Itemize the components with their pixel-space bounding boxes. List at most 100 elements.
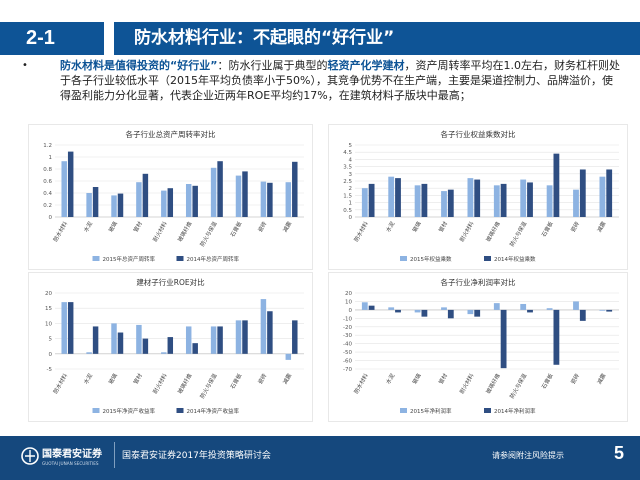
x-tick-label: 水泥 <box>82 220 95 234</box>
bar-2015 <box>573 189 579 217</box>
bar-2015 <box>210 326 217 354</box>
bar-2014 <box>117 332 124 354</box>
bar-2015 <box>185 184 192 217</box>
y-tick-label: 1.5 <box>343 193 352 199</box>
x-tick-label: 玻璃 <box>107 372 120 386</box>
x-tick-label: 玻璃 <box>410 372 423 386</box>
chart-net-margin: 各子行业净利润率对比 -70 -60 -50 -40 -30 -20 -10 0 10 20 防水材料… <box>328 272 628 422</box>
bar-2014 <box>527 182 533 217</box>
y-tick-label: 10 <box>45 321 52 327</box>
y-tick-label: 1 <box>349 201 353 207</box>
y-tick-label: 0 <box>349 215 353 221</box>
legend-label: 2014年权益乘数 <box>494 255 536 263</box>
x-tick-label: 防火与保温 <box>198 372 219 400</box>
x-tick-label: 耐火材料 <box>151 372 169 395</box>
bar-2014 <box>395 309 401 313</box>
legend-swatch <box>400 408 407 413</box>
legend-swatch <box>484 256 491 261</box>
x-tick-label: 瓷砖 <box>256 372 269 386</box>
legend-swatch <box>484 408 491 413</box>
bar-2014 <box>242 320 248 354</box>
body-text-1: ：防水行业属于典型的 <box>217 59 328 72</box>
y-tick-label: 2.5 <box>343 179 352 185</box>
footer-divider <box>114 442 115 468</box>
highlight-phrase: 轻资产化学建材 <box>327 59 405 72</box>
bar-2015 <box>235 320 242 354</box>
y-tick-label: 20 <box>45 291 52 297</box>
bar-2014 <box>579 309 586 321</box>
bar-2015 <box>111 323 117 354</box>
y-tick-label: -10 <box>343 316 352 322</box>
bar-2014 <box>421 183 428 217</box>
bar-2015 <box>210 167 217 217</box>
bar-2014 <box>217 326 223 354</box>
chart-title: 各子行业净利润率对比 <box>441 277 516 287</box>
bar-2015 <box>161 352 167 354</box>
bar-2015 <box>136 324 142 354</box>
bar-2014 <box>192 343 198 354</box>
slide-title: 防水材料行业：不起眼的“好行业” <box>114 22 640 55</box>
bar-2015 <box>361 188 368 217</box>
bar-2014 <box>292 320 298 354</box>
legend-swatch <box>400 256 407 261</box>
y-tick-label: 0 <box>49 215 53 221</box>
risk-disclaimer-link[interactable]: 请参阅附注风险提示 <box>492 451 564 460</box>
y-tick-label: 1.2 <box>43 143 52 149</box>
x-tick-label: 玻璃 <box>107 220 120 234</box>
bar-2015 <box>493 185 500 217</box>
bar-2014 <box>500 183 507 217</box>
bar-2014 <box>474 309 481 317</box>
bar-2015 <box>61 161 67 217</box>
y-tick-label: 0.4 <box>43 191 52 197</box>
bar-2014 <box>167 188 174 217</box>
bar-2014 <box>368 183 375 217</box>
y-tick-label: 0.6 <box>43 179 52 185</box>
bar-2015 <box>467 309 474 315</box>
bar-2014 <box>92 326 99 354</box>
bar-2014 <box>92 187 99 217</box>
x-tick-label: 防水材料 <box>51 372 69 395</box>
x-tick-label: 水泥 <box>384 220 397 234</box>
bar-2015 <box>573 301 579 310</box>
y-tick-label: 10 <box>345 299 352 305</box>
legend-swatch <box>92 408 100 413</box>
bar-2015 <box>86 193 92 217</box>
x-tick-label: 瓷砖 <box>569 220 582 234</box>
y-tick-label: 4.5 <box>343 150 352 156</box>
y-tick-label: -70 <box>343 367 352 373</box>
bar-2015 <box>361 302 368 310</box>
y-tick-label: -20 <box>343 325 352 331</box>
bar-2015 <box>441 191 447 217</box>
bar-2014 <box>267 182 273 217</box>
x-tick-label: 防火与保温 <box>508 220 529 248</box>
bar-2014 <box>500 309 507 369</box>
y-tick-label: 5 <box>49 337 53 343</box>
y-tick-label: 15 <box>45 306 52 312</box>
y-tick-label: 0.5 <box>343 208 352 214</box>
x-tick-label: 减震 <box>281 220 294 234</box>
x-tick-label: 瓷砖 <box>569 372 582 386</box>
legend-swatch <box>176 408 184 413</box>
x-tick-label: 防水材料 <box>51 220 69 243</box>
bar-2015 <box>599 176 606 217</box>
y-tick-label: -5 <box>47 367 53 373</box>
x-tick-label: 防水材料 <box>352 372 370 395</box>
legend-label: 2014年净利润率 <box>494 407 536 415</box>
bar-2014 <box>474 179 481 217</box>
bar-2014 <box>553 309 560 365</box>
bar-2014 <box>117 193 124 217</box>
x-tick-label: 玻璃纤维 <box>176 220 194 243</box>
bar-2015 <box>235 175 242 217</box>
logo-subtext: GUOTAI JUNAN SECURITIES <box>42 461 99 466</box>
x-tick-label: 石膏板 <box>540 372 555 391</box>
bar-2015 <box>285 353 292 360</box>
bar-2014 <box>579 169 586 217</box>
y-tick-label: 3.5 <box>343 165 352 171</box>
x-tick-label: 减震 <box>595 372 608 386</box>
y-tick-label: -60 <box>343 359 352 365</box>
bar-2015 <box>260 181 267 217</box>
chart-title: 各子行业权益乘数对比 <box>441 129 516 139</box>
bar-2015 <box>136 182 142 217</box>
slide-header: 2-1 防水材料行业：不起眼的“好行业” <box>0 0 640 58</box>
bar-2014 <box>167 337 174 354</box>
